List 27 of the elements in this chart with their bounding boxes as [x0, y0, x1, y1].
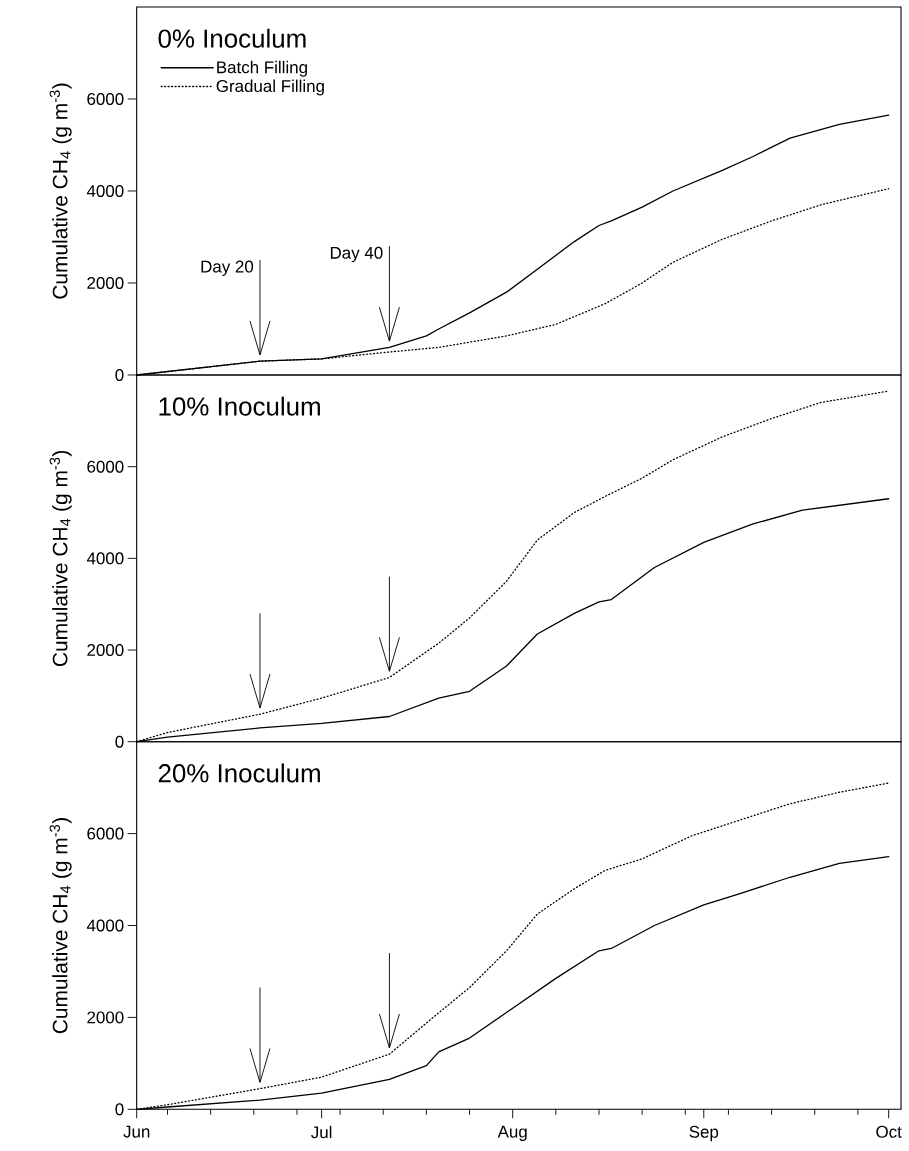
- x-tick-label: Sep: [689, 1125, 719, 1142]
- y-tick-label: 0: [115, 735, 124, 748]
- y-tick-label: 6000: [87, 460, 124, 473]
- y-tick-label: 4000: [86, 552, 124, 565]
- text: 20% Inoculum: [158, 763, 320, 783]
- y-tick-label: 2000: [87, 276, 124, 289]
- legend-label: Gradual Filling: [216, 79, 324, 96]
- y-tick-label: 0: [115, 1103, 124, 1116]
- y-axis-title: Cumulative CH$_{4}$ (g m$^{-3}$): [49, 450, 72, 667]
- x-tick-label: Oct: [876, 1125, 902, 1138]
- y-tick-label: 6000: [87, 92, 124, 105]
- y-tick-label: 2000: [87, 644, 124, 657]
- text: 10% Inoculum: [159, 396, 320, 416]
- y-tick-label: 6000: [87, 827, 124, 840]
- y-axis-title: Cumulative CH$_{4}$ (g m$^{-3}$): [49, 818, 72, 1034]
- text: 0% Inoculum: [158, 28, 306, 48]
- legend-label: Batch Filling: [217, 60, 307, 77]
- y-tick-label: 4000: [86, 184, 124, 197]
- x-tick-label: Jun: [123, 1125, 150, 1138]
- x-tick-label: Aug: [497, 1125, 527, 1141]
- x-tick-label: Jul: [311, 1125, 332, 1139]
- annotation: Day 40: [330, 246, 383, 263]
- y-tick-label: 2000: [87, 1011, 124, 1024]
- annotation: Day 20: [201, 260, 254, 276]
- y-tick-label: 4000: [86, 919, 124, 932]
- y-axis-title: Cumulative CH$_{4}$ (g m$^{-3}$): [49, 83, 72, 299]
- y-tick-label: 0: [115, 368, 124, 381]
